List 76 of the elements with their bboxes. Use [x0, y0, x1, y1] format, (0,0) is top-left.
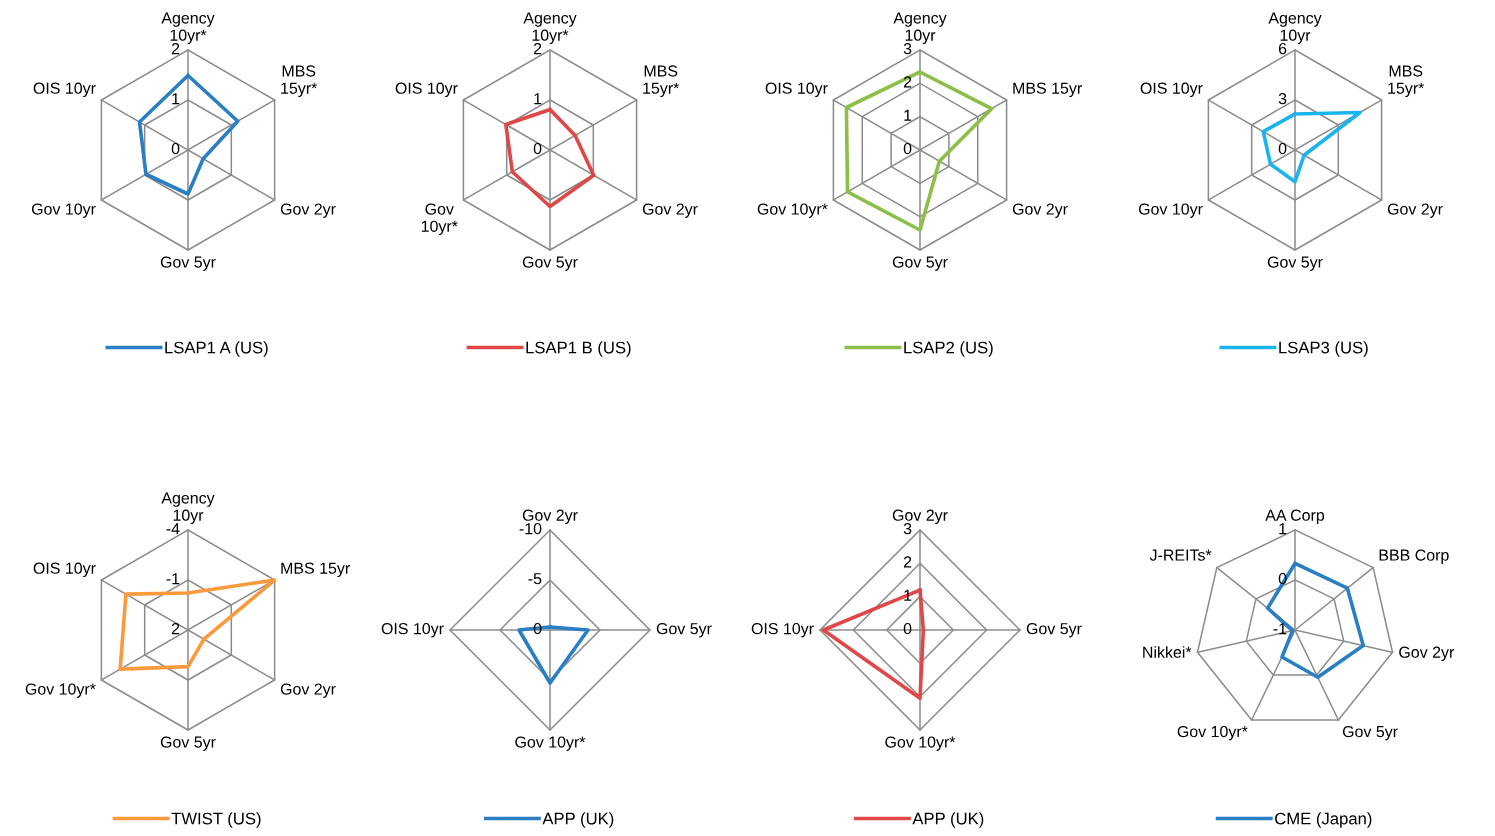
spoke-label: MBS 15yr* — [1388, 65, 1425, 97]
spoke-label: Gov 5yr — [522, 256, 578, 271]
spoke-label: AA Corp — [1265, 509, 1325, 524]
y-tick-label: -1 — [166, 573, 180, 585]
y-tick-label: 3 — [903, 42, 912, 55]
spoke-label: Gov 5yr — [1026, 622, 1082, 638]
y-tick-label: -5 — [528, 573, 542, 585]
spoke-label: Gov 2yr — [1399, 646, 1455, 662]
spoke-label: Gov 5yr — [656, 622, 712, 638]
y-tick-label: -4 — [166, 523, 180, 535]
y-tick-label: 0 — [903, 142, 912, 155]
spoke-label: Gov 2yr — [1012, 203, 1068, 218]
spoke-label: Gov 5yr — [892, 256, 948, 271]
spoke-label: Gov 10yr* — [421, 203, 458, 236]
spoke-label: OIS 10yr — [751, 622, 814, 638]
spoke-label: MBS 15yr* — [643, 65, 680, 97]
spoke-label: BBB Corp — [1379, 549, 1449, 564]
spoke-label: Gov 5yr — [160, 736, 216, 751]
legend-label: LSAP1 A (US) — [165, 341, 268, 357]
legend-label: LSAP1 B (US) — [526, 341, 631, 357]
legend-label: CME (Japan) — [1275, 812, 1372, 828]
spoke-label: J-REITs* — [1149, 549, 1212, 561]
spoke-label: OIS 10yr — [1140, 82, 1203, 97]
y-tick-label: 3 — [903, 522, 912, 535]
spoke-label: OIS 10yr — [33, 562, 96, 577]
spoke-label: Gov 10yr — [31, 203, 96, 218]
spoke-label: Gov 2yr — [642, 203, 698, 218]
spoke-label: MBS 15yr — [281, 562, 350, 577]
spoke-label: Gov 10yr* — [515, 736, 586, 751]
spoke-label: Gov 5yr — [1267, 256, 1323, 271]
legend-label: LSAP2 (US) — [904, 341, 993, 357]
y-tick-label: 0 — [533, 142, 542, 155]
spoke-label: Agency 10yr — [161, 492, 215, 524]
y-tick-label: 2 — [533, 42, 542, 55]
spoke-label: Agency 10yr* — [523, 12, 577, 44]
legend-label: APP (UK) — [542, 812, 614, 828]
y-tick-label: 2 — [903, 76, 912, 88]
y-tick-label: 3 — [1278, 92, 1287, 105]
spoke-label: Agency 10yr — [1268, 12, 1322, 44]
y-tick-label: 2 — [171, 622, 180, 635]
legend-label: TWIST (US) — [171, 812, 261, 828]
spoke-label: MBS 15yr* — [281, 65, 318, 97]
spoke-label: Gov 2yr — [892, 509, 948, 524]
y-tick-label: -1 — [1273, 623, 1287, 635]
y-tick-label: 0 — [171, 142, 180, 155]
y-tick-label: 0 — [1278, 142, 1287, 155]
spoke-label: Gov 10yr — [1138, 203, 1203, 218]
spoke-label: Gov 5yr — [1342, 725, 1398, 741]
spoke-label: Gov 10yr* — [25, 683, 96, 698]
y-tick-label: 2 — [171, 42, 180, 55]
y-tick-label: 1 — [904, 109, 912, 121]
spoke-label: Gov 10yr* — [1177, 725, 1248, 741]
spoke-label: Gov 5yr — [160, 256, 216, 271]
y-tick-label: 1 — [172, 93, 180, 105]
spoke-label: OIS 10yr — [765, 82, 828, 97]
spoke-label: Gov 10yr* — [757, 203, 828, 218]
y-tick-label: 1 — [534, 93, 542, 105]
spoke-label: Agency 10yr* — [161, 12, 215, 44]
spoke-label: Nikkei* — [1143, 646, 1192, 658]
spoke-label: Gov 2yr — [280, 683, 336, 698]
spoke-label: Gov 2yr — [1387, 203, 1443, 218]
spoke-label: Gov 2yr — [522, 509, 578, 524]
spoke-label: OIS 10yr — [33, 82, 96, 97]
spoke-label: Gov 10yr* — [885, 736, 956, 751]
spoke-label: Gov 2yr — [280, 203, 336, 218]
y-tick-label: 6 — [1278, 42, 1287, 55]
legend-label: LSAP3 (US) — [1279, 341, 1368, 357]
y-tick-label: -10 — [519, 522, 542, 535]
y-tick-label: 1 — [1279, 523, 1287, 535]
spoke-label: Agency 10yr — [893, 12, 947, 44]
spoke-label: OIS 10yr — [381, 622, 444, 638]
spoke-label: MBS 15yr — [1013, 82, 1082, 97]
spoke-label: OIS 10yr — [395, 82, 458, 97]
y-tick-label: 2 — [903, 556, 912, 568]
y-tick-label: 0 — [903, 622, 912, 635]
legend-label: APP (UK) — [912, 812, 984, 828]
